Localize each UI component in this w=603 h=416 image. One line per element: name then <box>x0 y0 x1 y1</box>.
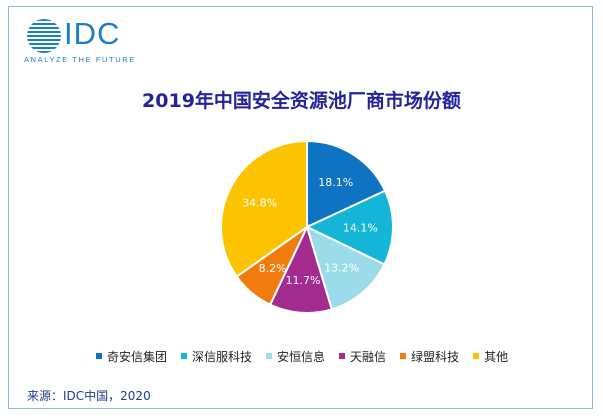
legend-swatch-icon <box>96 353 102 359</box>
pie-slice-label-4: 11.7% <box>286 274 321 287</box>
legend-label: 其他 <box>484 349 509 364</box>
logo-brand: IDC <box>64 16 121 51</box>
legend-swatch-icon <box>266 353 273 359</box>
pie-slice-1 <box>306 139 387 229</box>
legend-item-3: 安恒信息 <box>266 348 325 365</box>
legend-item-6: 其他 <box>473 348 508 365</box>
legend-item-5: 绿盟科技 <box>400 348 459 365</box>
pie-slice-label-2: 14.1% <box>343 221 378 234</box>
legend-item-1: 奇安信集团 <box>96 348 167 365</box>
legend-label: 奇安信集团 <box>107 349 168 364</box>
chart-legend: 奇安信集团 深信服科技 安恒信息 天融信 绿盟科技 其他 <box>96 347 556 365</box>
legend-swatch-icon <box>339 353 346 359</box>
legend-label: 安恒信息 <box>277 349 326 364</box>
logo-tagline: ANALYZE THE FUTURE <box>24 55 136 64</box>
legend-item-2: 深信服科技 <box>181 348 252 365</box>
pie-slice-label-6: 34.8% <box>242 196 277 209</box>
idc-logo-icon <box>27 19 61 53</box>
chart-title: 2019年中国安全资源池厂商市场份额 <box>142 90 461 112</box>
pie-slice-4 <box>268 224 333 314</box>
legend-label: 绿盟科技 <box>411 349 460 364</box>
legend-label: 天融信 <box>350 349 387 364</box>
pie-slice-6 <box>220 139 308 278</box>
pie-slice-2 <box>304 189 394 266</box>
pie-slice-label-5: 8.2% <box>259 262 287 275</box>
legend-swatch-icon <box>181 353 188 359</box>
pie-slice-label-3: 13.2% <box>324 262 359 275</box>
legend-swatch-icon <box>400 353 407 359</box>
legend-swatch-icon <box>473 353 480 359</box>
legend-item-4: 天融信 <box>339 348 386 365</box>
legend-label: 深信服科技 <box>192 349 253 364</box>
pie-slice-label-1: 18.1% <box>318 176 353 189</box>
source-note: 来源：IDC中国，2020 <box>27 389 151 403</box>
